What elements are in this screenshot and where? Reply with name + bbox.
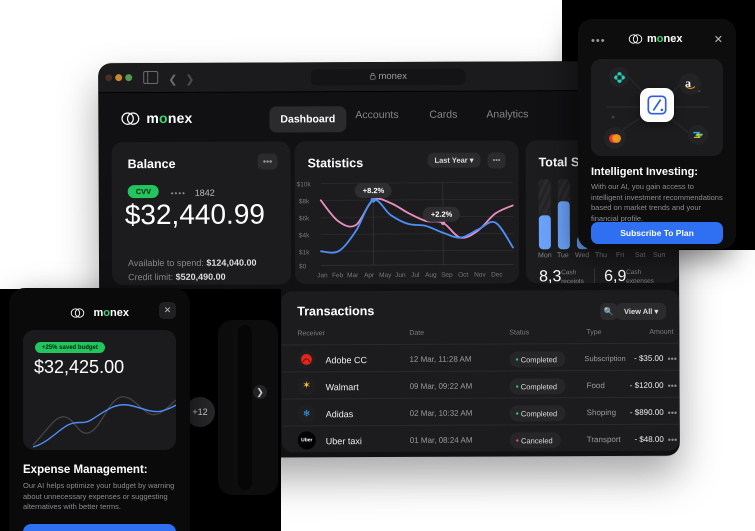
svg-text:Dec: Dec — [491, 272, 503, 279]
svg-text:$10k: $10k — [297, 181, 312, 188]
svg-text:Nov: Nov — [474, 272, 486, 279]
svg-text:Jul: Jul — [411, 272, 420, 279]
svg-text:Sep: Sep — [441, 272, 453, 279]
svg-text:May: May — [379, 272, 392, 279]
svg-text:Mar: Mar — [347, 272, 359, 279]
svg-text:$4k: $4k — [299, 232, 310, 239]
svg-text:Jun: Jun — [395, 272, 406, 279]
svg-text:$6k: $6k — [299, 215, 310, 222]
svg-text:$0: $0 — [299, 263, 307, 270]
svg-text:$1k: $1k — [299, 249, 310, 256]
svg-text:Feb: Feb — [332, 272, 344, 279]
svg-text:Jan: Jan — [317, 272, 328, 279]
svg-text:Aug: Aug — [425, 272, 437, 279]
svg-text:Oct: Oct — [458, 272, 468, 279]
svg-text:$8k: $8k — [299, 198, 310, 205]
svg-text:Apr: Apr — [364, 272, 375, 279]
